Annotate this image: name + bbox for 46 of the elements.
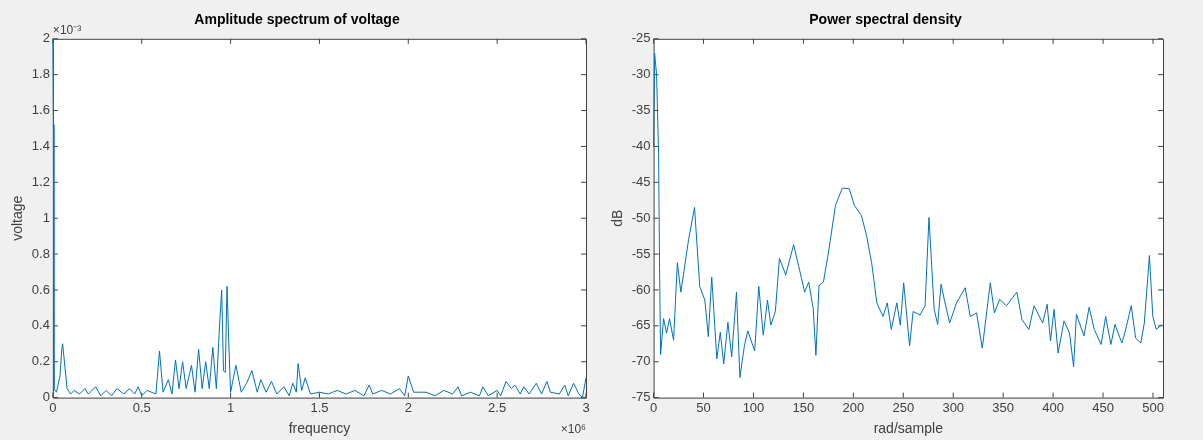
y-tick-label: 0.4 bbox=[31, 317, 50, 333]
x-tick-label: 400 bbox=[1042, 399, 1064, 415]
x-tick-label: 1 bbox=[226, 399, 235, 415]
y-axis-title: voltage bbox=[9, 195, 26, 241]
y-tick-label: 1.2 bbox=[31, 173, 50, 189]
y-tick-label: 0.6 bbox=[31, 281, 50, 297]
x-tick-label: 150 bbox=[792, 399, 815, 415]
y-tick-label: 0 bbox=[42, 389, 50, 405]
x-tick-label: 0.5 bbox=[132, 399, 151, 415]
x-tick-label: 200 bbox=[842, 399, 865, 415]
y-tick-label: 1 bbox=[42, 209, 50, 225]
y-axis-title: dB bbox=[609, 209, 626, 227]
x-tick-label: 500 bbox=[1142, 399, 1164, 415]
y-tick-label: 2 bbox=[42, 30, 50, 46]
y-tick-label: -70 bbox=[631, 353, 651, 369]
y-tick-label: 0.2 bbox=[31, 353, 50, 369]
chart-title: Power spectral density bbox=[809, 11, 962, 28]
text: ×10⁶ bbox=[560, 421, 587, 436]
y-tick-label: -45 bbox=[631, 173, 651, 189]
x-tick-label: 1.5 bbox=[310, 399, 329, 415]
text: ×10⁻³ bbox=[52, 23, 82, 38]
x-tick-label: 250 bbox=[892, 399, 915, 415]
chart-title: Amplitude spectrum of voltage bbox=[194, 11, 400, 28]
x-tick-label: 3 bbox=[582, 399, 590, 415]
y-tick-label: -60 bbox=[631, 281, 651, 297]
y-tick-label: -75 bbox=[631, 389, 651, 405]
x-axis-title: rad/sample bbox=[873, 420, 944, 437]
x-tick-label: 350 bbox=[992, 399, 1015, 415]
x-tick-label: 50 bbox=[696, 399, 711, 415]
y-tick-label: -50 bbox=[631, 209, 651, 225]
y-tick-label: -55 bbox=[631, 245, 651, 261]
y-tick-label: -40 bbox=[631, 138, 651, 154]
x-axis-title: frequency bbox=[288, 420, 351, 437]
x-tick-label: 2 bbox=[404, 399, 412, 415]
y-tick-label: -30 bbox=[631, 66, 651, 82]
y-tick-label: -65 bbox=[631, 317, 651, 333]
y-tick-label: -35 bbox=[631, 102, 651, 118]
y-tick-label: 1.6 bbox=[31, 102, 50, 118]
y-tick-label: 0.8 bbox=[31, 245, 50, 261]
y-tick-label: -25 bbox=[631, 30, 651, 46]
x-tick-label: 300 bbox=[942, 399, 965, 415]
y-tick-label: 1.4 bbox=[31, 138, 50, 154]
y-tick-label: 1.8 bbox=[31, 66, 50, 82]
x-tick-label: 100 bbox=[742, 399, 765, 415]
x-tick-label: 2.5 bbox=[488, 399, 507, 415]
x-tick-label: 450 bbox=[1092, 399, 1114, 415]
